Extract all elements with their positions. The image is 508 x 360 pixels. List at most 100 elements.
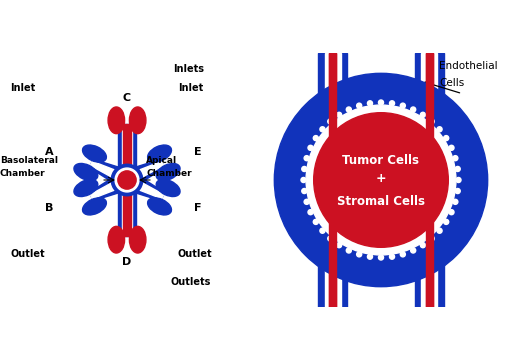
Circle shape [118, 171, 136, 189]
Text: A: A [45, 147, 54, 157]
Text: Chamber: Chamber [0, 169, 46, 178]
Polygon shape [130, 178, 164, 199]
Circle shape [456, 177, 461, 183]
Circle shape [390, 254, 395, 259]
Text: Chamber: Chamber [146, 169, 192, 178]
Text: Outlets: Outlets [170, 277, 210, 287]
Text: Apical: Apical [146, 157, 177, 166]
Circle shape [437, 127, 442, 132]
Polygon shape [130, 161, 164, 182]
Circle shape [455, 166, 460, 171]
Ellipse shape [108, 226, 124, 253]
Circle shape [410, 248, 416, 253]
Circle shape [453, 199, 458, 204]
Text: Outlet: Outlet [10, 249, 45, 259]
Ellipse shape [148, 145, 172, 162]
Ellipse shape [82, 198, 106, 215]
Circle shape [357, 103, 362, 108]
Circle shape [400, 103, 405, 108]
Ellipse shape [74, 179, 98, 197]
Text: Basolateral: Basolateral [0, 157, 58, 166]
Circle shape [111, 164, 143, 196]
Ellipse shape [82, 145, 106, 162]
Circle shape [420, 243, 425, 248]
Text: Endothelial: Endothelial [439, 60, 498, 71]
Circle shape [320, 127, 325, 132]
Circle shape [115, 168, 139, 192]
Text: Inlet: Inlet [178, 84, 203, 94]
Circle shape [328, 236, 333, 241]
Text: +: + [376, 172, 386, 185]
Circle shape [410, 107, 416, 112]
Polygon shape [118, 124, 136, 236]
Polygon shape [122, 124, 132, 236]
Circle shape [274, 73, 488, 287]
Text: Stromal Cells: Stromal Cells [337, 195, 425, 208]
Circle shape [378, 100, 384, 105]
Text: F: F [195, 203, 202, 213]
Text: C: C [123, 93, 131, 103]
Circle shape [367, 101, 372, 106]
Text: Tumor Cells: Tumor Cells [342, 154, 420, 167]
Polygon shape [426, 53, 433, 307]
Circle shape [400, 252, 405, 257]
Circle shape [308, 210, 313, 215]
Circle shape [304, 156, 309, 161]
Circle shape [453, 156, 458, 161]
Polygon shape [426, 53, 433, 307]
Circle shape [320, 228, 325, 233]
Circle shape [313, 219, 319, 224]
Circle shape [302, 166, 307, 171]
Polygon shape [325, 53, 341, 307]
Circle shape [429, 119, 434, 124]
Circle shape [443, 219, 449, 224]
Circle shape [429, 236, 434, 241]
Circle shape [378, 255, 384, 260]
Polygon shape [89, 159, 126, 186]
Polygon shape [89, 174, 126, 201]
Circle shape [346, 107, 352, 112]
Circle shape [337, 112, 342, 117]
Circle shape [346, 248, 352, 253]
Circle shape [301, 177, 306, 183]
Text: D: D [122, 257, 132, 267]
Polygon shape [90, 178, 124, 199]
Ellipse shape [156, 179, 180, 197]
Circle shape [308, 145, 313, 150]
Circle shape [328, 119, 333, 124]
Circle shape [449, 145, 454, 150]
Polygon shape [421, 53, 437, 307]
Text: Inlet: Inlet [10, 84, 36, 94]
Polygon shape [90, 161, 124, 182]
Polygon shape [415, 53, 444, 307]
Ellipse shape [74, 163, 98, 181]
Circle shape [313, 136, 319, 141]
Circle shape [390, 101, 395, 106]
Polygon shape [329, 53, 336, 307]
Text: Outlet: Outlet [178, 249, 212, 259]
Circle shape [304, 199, 309, 204]
Circle shape [357, 252, 362, 257]
Text: E: E [194, 147, 202, 157]
Ellipse shape [108, 107, 124, 134]
Ellipse shape [130, 226, 146, 253]
Ellipse shape [130, 107, 146, 134]
Circle shape [437, 228, 442, 233]
Circle shape [455, 189, 460, 194]
Circle shape [306, 105, 456, 255]
Circle shape [443, 136, 449, 141]
Polygon shape [329, 53, 336, 307]
Polygon shape [123, 124, 131, 236]
Polygon shape [128, 174, 165, 201]
Polygon shape [318, 53, 347, 307]
Polygon shape [128, 159, 165, 186]
Text: Inlets: Inlets [173, 64, 204, 75]
Circle shape [337, 243, 342, 248]
Circle shape [302, 189, 307, 194]
Circle shape [367, 254, 372, 259]
Text: B: B [45, 203, 54, 213]
Circle shape [313, 113, 448, 247]
Circle shape [420, 112, 425, 117]
Ellipse shape [148, 198, 172, 215]
Circle shape [449, 210, 454, 215]
